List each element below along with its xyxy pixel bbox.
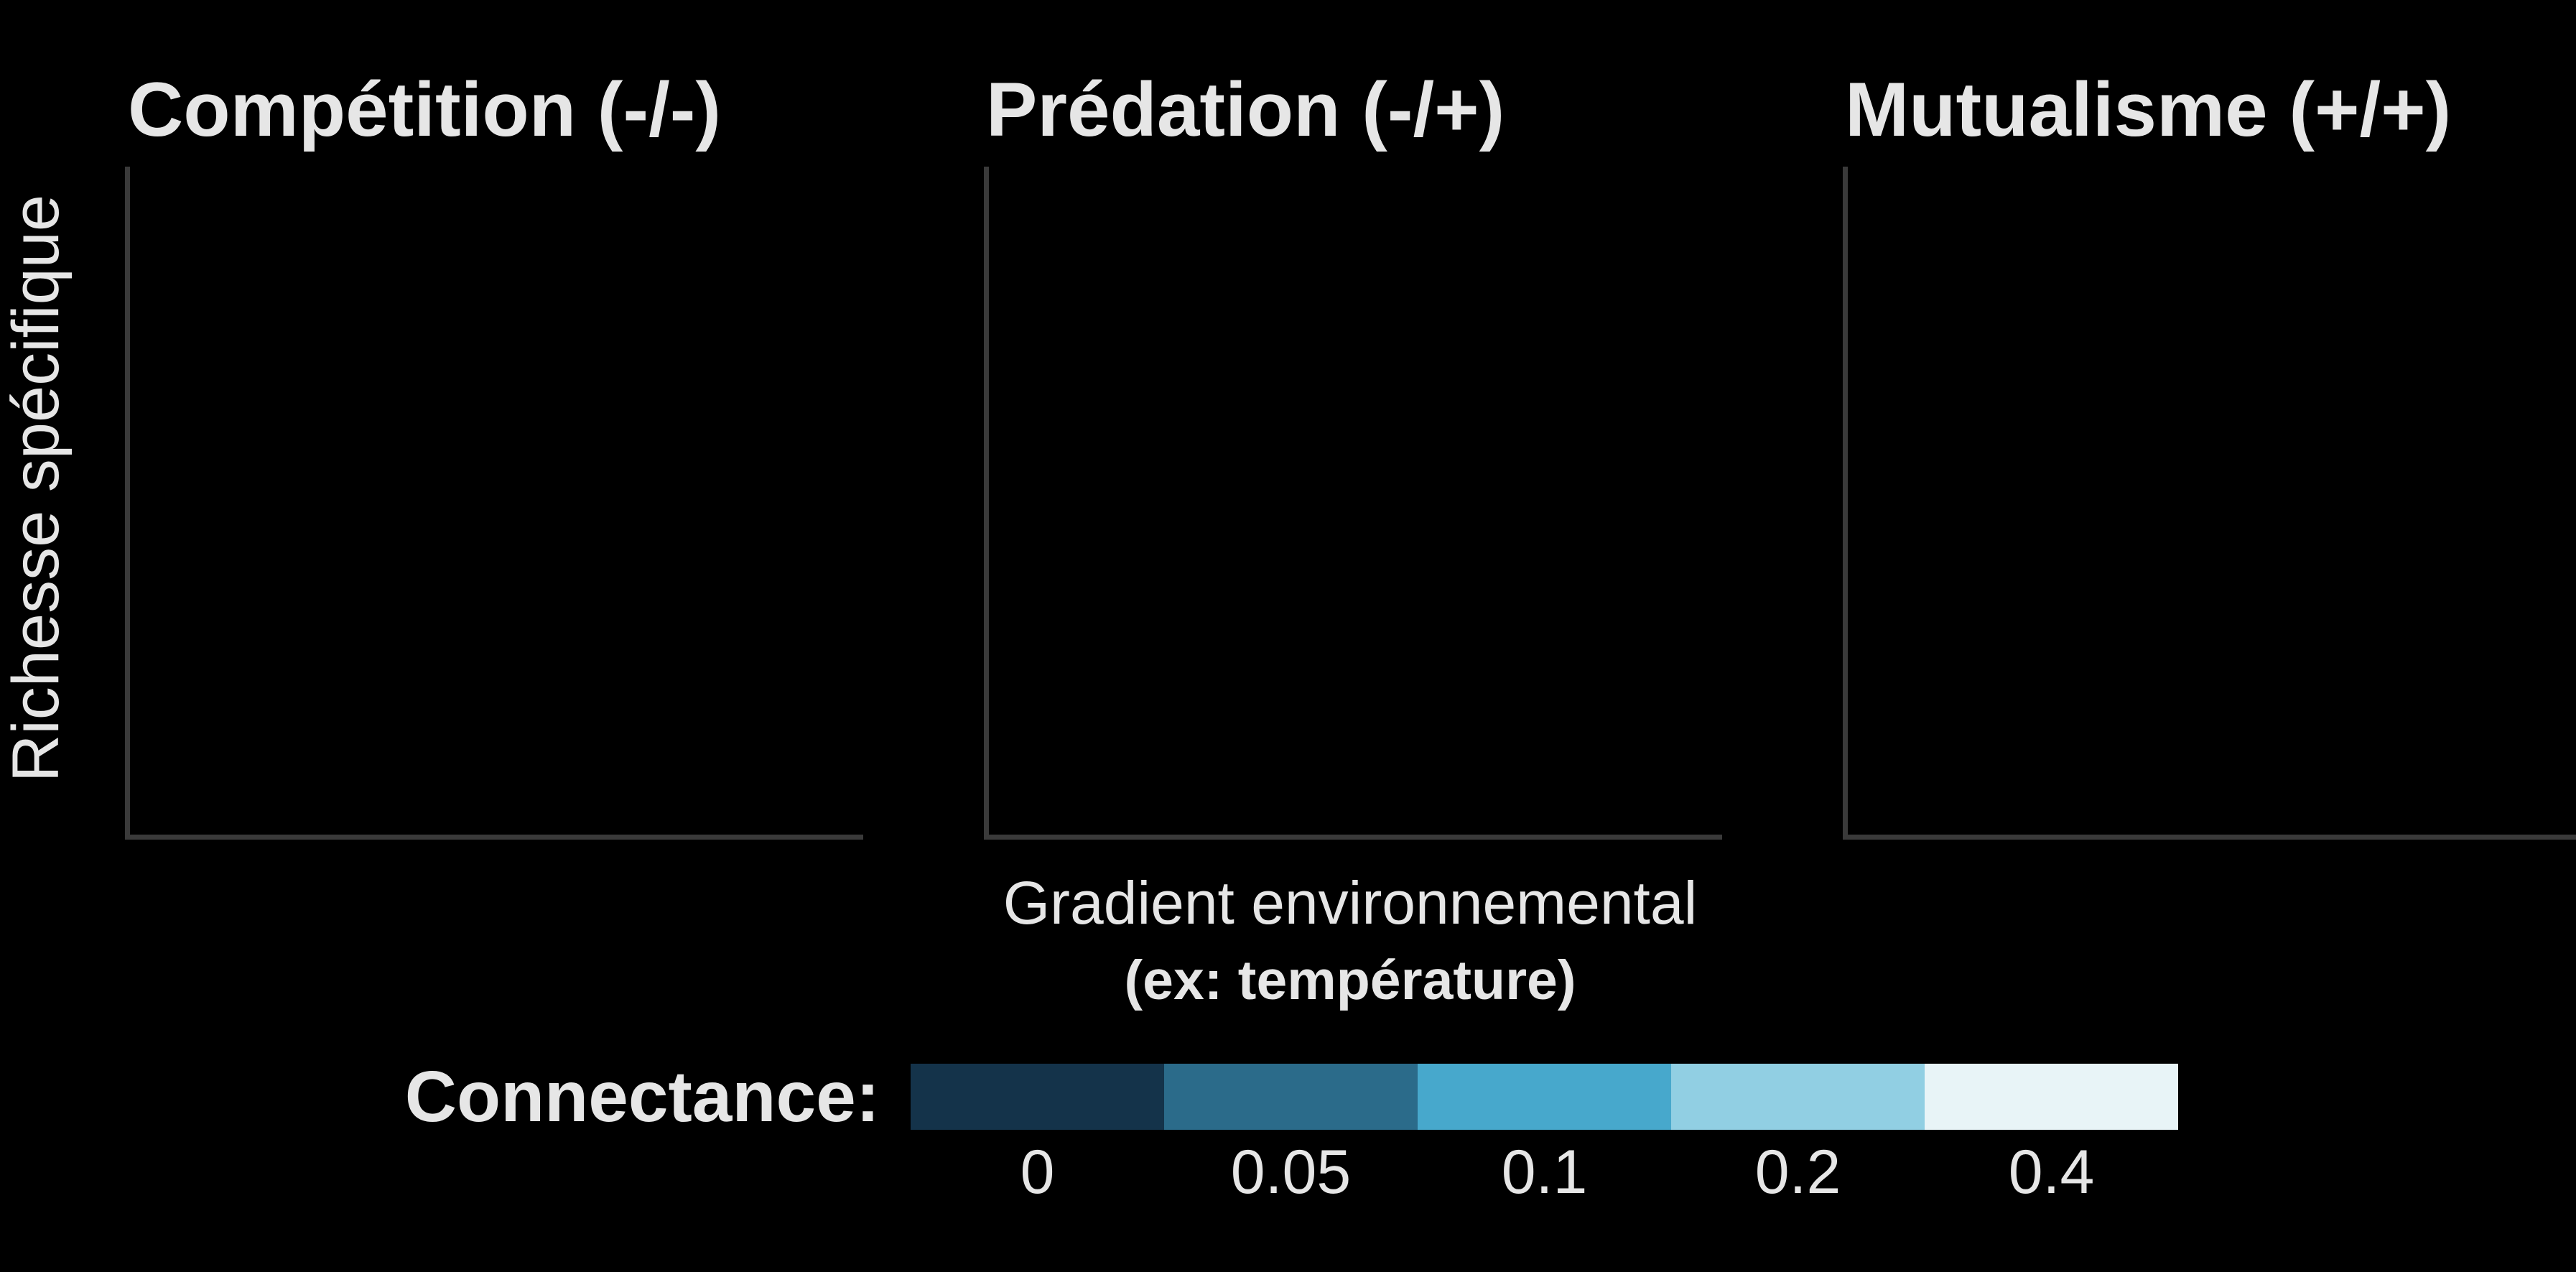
legend-swatch-0.2 [1671, 1064, 1925, 1130]
panel-title-competition: Compétition (-/-) [128, 66, 722, 152]
panel-2-y-axis [984, 167, 989, 840]
legend-label-0.1: 0.1 [1501, 1138, 1588, 1207]
legend-swatch-0.4 [1925, 1064, 2178, 1130]
panel-1-x-axis [125, 835, 863, 840]
panel-title-predation: Prédation (-/+) [986, 66, 1505, 152]
x-axis-subtitle: (ex: température) [1124, 950, 1576, 1011]
legend-labels: 0 0.05 0.1 0.2 0.4 [911, 1135, 2178, 1210]
legend-title: Connectance: [404, 1057, 880, 1137]
legend-color-bar [911, 1064, 2178, 1130]
legend-label-0: 0 [1020, 1138, 1055, 1207]
panel-title-mutualism: Mutualisme (+/+) [1845, 66, 2452, 152]
panel-3-x-axis [1843, 835, 2576, 840]
legend-swatch-0 [911, 1064, 1164, 1130]
x-axis-title: Gradient environnemental [1003, 869, 1698, 937]
legend-label-0.2: 0.2 [1754, 1138, 1841, 1207]
legend-swatch-0.05 [1164, 1064, 1418, 1130]
panel-3-y-axis [1843, 167, 1848, 840]
panel-1-y-axis [125, 167, 130, 840]
y-axis-title: Richesse spécifique [0, 194, 73, 783]
legend-label-0.05: 0.05 [1230, 1138, 1352, 1207]
legend-swatch-0.1 [1418, 1064, 1671, 1130]
legend-label-0.4: 0.4 [2008, 1138, 2095, 1207]
panel-2-x-axis [984, 835, 1722, 840]
